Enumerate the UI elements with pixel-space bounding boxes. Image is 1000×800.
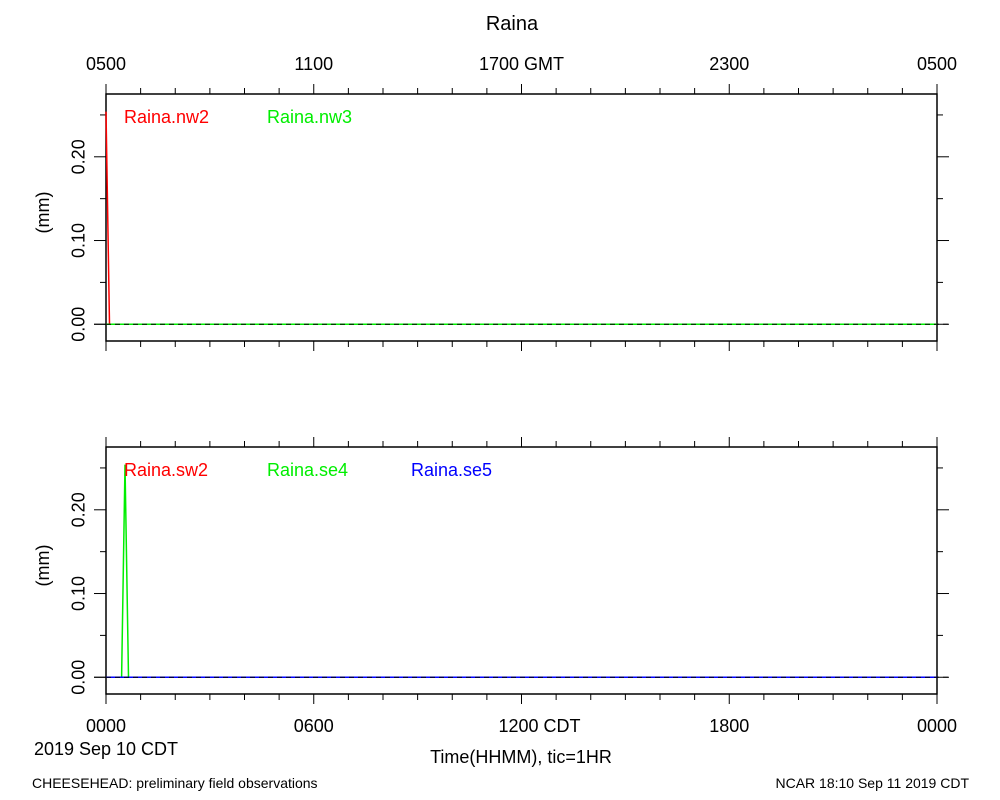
- top-tick-label: 1100: [294, 54, 333, 74]
- y-axis-label: (mm): [33, 192, 53, 234]
- upper-panel: 0.00 0.10 0.20 (mm) Raina.nw2 Raina.nw3: [33, 84, 949, 351]
- top-time-axis-labels: 0500 1100 1700 GMT 2300 0500: [86, 54, 957, 74]
- chart-title: Raina: [486, 13, 539, 35]
- footer-left: CHEESEHEAD: preliminary field observatio…: [32, 775, 318, 791]
- legend-label-Raina-nw3: Raina.nw3: [267, 107, 352, 127]
- date-label: 2019 Sep 10 CDT: [34, 739, 178, 759]
- y-tick-label: 0.10: [69, 223, 89, 258]
- y-tick-label: 0.20: [69, 139, 89, 174]
- bottom-tick-label: 1200 CDT: [498, 716, 580, 736]
- top-tick-label: 1700 GMT: [479, 54, 564, 74]
- top-tick-label: 0500: [917, 54, 957, 74]
- bottom-tick-label: 1800: [709, 716, 749, 736]
- y-tick-label: 0.20: [69, 492, 89, 527]
- top-tick-label: 0500: [86, 54, 126, 74]
- legend-label-Raina-nw2: Raina.nw2: [124, 107, 209, 127]
- y-axis-label: (mm): [33, 545, 53, 587]
- x-axis-label: Time(HHMM), tic=1HR: [430, 747, 612, 767]
- y-tick-label: 0.00: [69, 307, 89, 342]
- legend-label-Raina-se4: Raina.se4: [267, 460, 348, 480]
- plot-frame: [105, 446, 938, 695]
- y-tick-label: 0.00: [69, 660, 89, 695]
- bottom-tick-label: 0600: [294, 716, 334, 736]
- footer-right: NCAR 18:10 Sep 11 2019 CDT: [775, 775, 969, 791]
- plot-frame: [105, 93, 938, 342]
- lower-panel: 0.00 0.10 0.20 (mm) Raina.sw2 Raina.se4 Raina.…: [33, 437, 949, 704]
- legend-label-Raina-se5: Raina.se5: [411, 460, 492, 480]
- series-line-Raina-se4: [106, 464, 937, 679]
- top-tick-label: 2300: [709, 54, 749, 74]
- bottom-tick-label: 0000: [917, 716, 957, 736]
- bottom-tick-label: 0000: [86, 716, 126, 736]
- series-line-Raina-nw2: [105, 111, 937, 326]
- legend-label-Raina-sw2: Raina.sw2: [124, 460, 208, 480]
- bottom-time-axis-labels: 0000 0600 1200 CDT 1800 0000: [86, 716, 957, 736]
- y-tick-label: 0.10: [69, 576, 89, 611]
